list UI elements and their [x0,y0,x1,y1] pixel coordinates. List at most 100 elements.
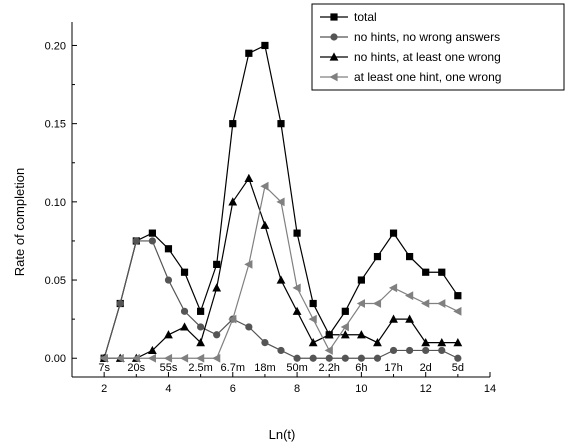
data-point [406,252,414,261]
time-label: 6h [355,362,367,374]
data-point [180,268,189,276]
time-label: 5d [452,362,464,374]
time-label: 50m [286,362,307,374]
time-label: 2.5m [188,362,212,374]
y-tick-label: 0.15 [45,119,66,131]
data-point [293,354,301,362]
data-point [356,330,366,339]
x-tick-label: 14 [484,383,496,395]
y-axis-label: Rate of completion [12,168,27,276]
data-point [437,299,446,308]
data-point [228,197,238,206]
y-tick-label: 0.00 [45,353,66,365]
data-point [421,299,430,308]
data-point [373,337,382,347]
data-point [245,323,253,331]
data-point [228,314,237,324]
data-point [454,292,462,300]
data-point [213,260,221,269]
data-point [308,314,317,324]
legend-marker [330,13,338,21]
data-point [292,306,302,315]
x-tick-label: 2 [101,383,107,395]
data-point [260,220,270,229]
data-point [340,330,350,339]
data-point [179,353,189,363]
data-point [260,181,269,191]
data-point [324,330,334,339]
time-label: 2.2h [319,362,340,374]
data-point [372,299,382,308]
data-point [292,283,301,293]
data-point [180,307,189,315]
data-point [438,268,446,276]
legend-marker [329,72,338,82]
plot-axes: 0.00 0.05 0.10 0.15 0.20 2 4 6 8 10 12 14 7s 20s 55s 2.… [45,22,496,395]
data-point [212,283,222,292]
data-point [357,276,365,284]
data-point [357,354,365,362]
data-point [422,346,430,355]
data-point [131,353,140,363]
x-axis-label: Ln(t) [269,427,296,442]
data-point [422,268,430,276]
data-point [325,354,333,362]
time-label: 18m [254,362,275,374]
data-point [389,314,398,323]
legend: total no hints, no wrong answers no hints,… [311,3,565,91]
data-point [389,346,398,355]
legend-marker [329,52,339,61]
data-point [244,260,253,269]
data-point [438,346,446,355]
data-point [373,252,382,261]
time-label: 6.7m [221,362,245,374]
data-point [277,346,285,355]
x-tick-label: 10 [355,383,367,395]
data-point [164,330,173,339]
data-point [132,237,140,245]
data-point [245,49,253,57]
data-point [453,306,462,316]
data-point [309,299,317,308]
time-label: 17h [384,362,402,374]
x-tick-label: 6 [230,383,236,395]
data-point [437,337,447,347]
legend-label: no hints, no wrong answers [354,30,500,44]
series-layer [99,41,463,363]
data-point [164,245,173,253]
data-point [454,354,462,362]
data-point [229,120,237,128]
legend-marker [330,33,338,41]
data-point [197,307,205,315]
legend-label: total [354,10,377,24]
y-tick-label: 0.20 [45,40,66,52]
x-tick-label: 12 [420,383,432,395]
data-point [148,237,156,245]
data-point [453,337,463,347]
data-point [261,41,269,50]
data-point [356,299,365,308]
data-point [164,276,173,284]
data-point [148,229,156,237]
data-point [213,331,221,339]
data-point [277,120,285,128]
legend-label: no hints, at least one wrong [354,50,501,64]
data-point [388,283,398,293]
data-point [309,354,317,362]
data-point [341,354,349,362]
time-label: 20s [127,362,145,374]
data-point [116,299,124,308]
data-point [405,291,414,301]
data-point [405,314,415,323]
data-point [99,353,108,363]
data-point [293,229,301,237]
data-point [406,346,414,355]
data-point [244,173,254,182]
data-point [276,197,285,207]
data-point [196,337,206,347]
y-tick-label: 0.10 [45,197,66,209]
y-tick-label: 0.05 [45,275,66,287]
series-line [103,240,459,359]
data-point [147,353,156,363]
data-point [276,275,286,284]
